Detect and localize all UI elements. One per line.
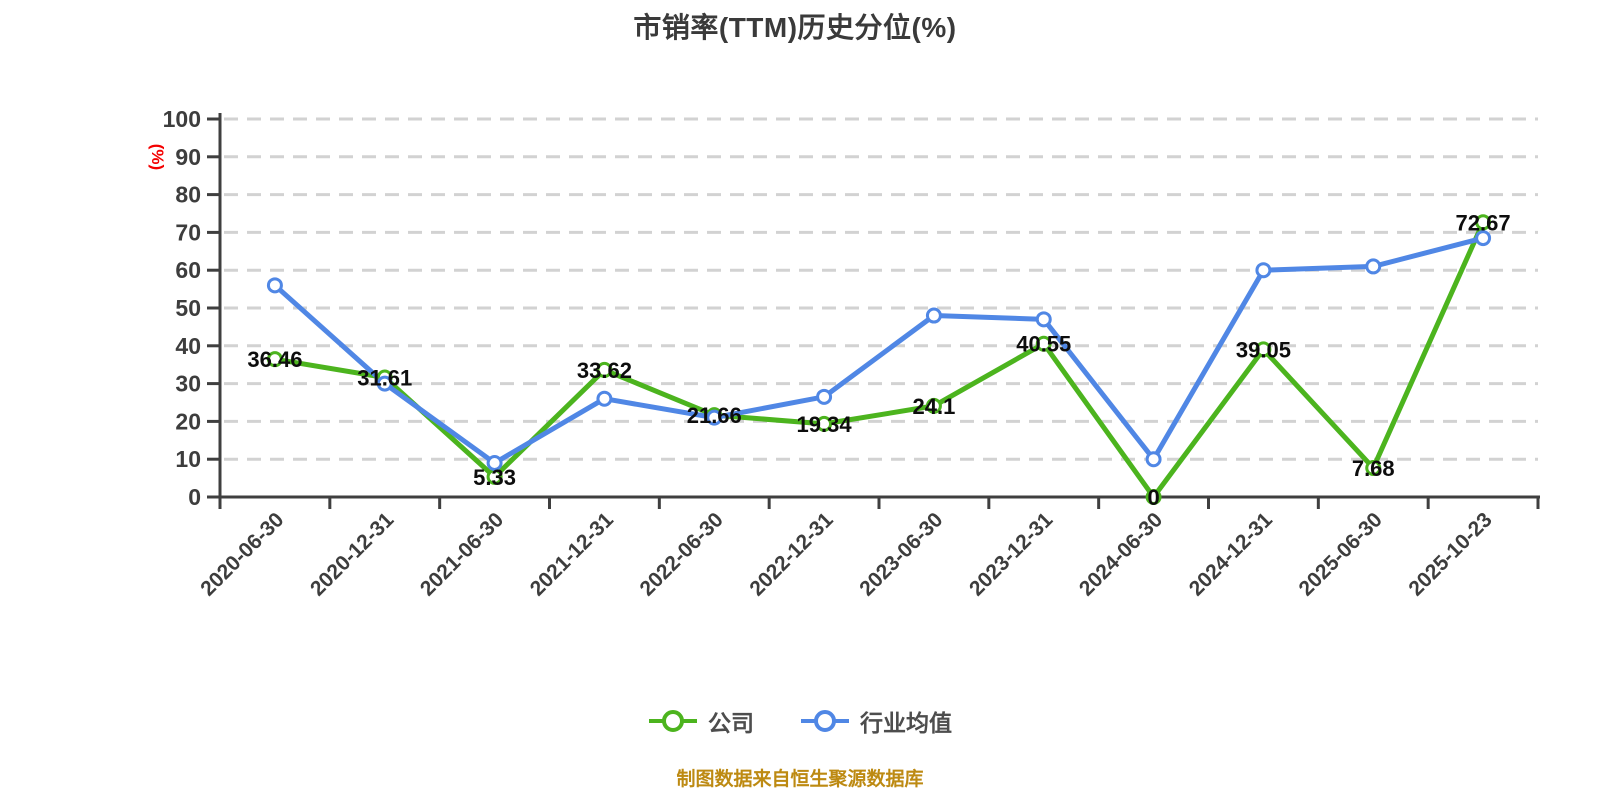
- data-point-公司[interactable]: [1145, 489, 1162, 505]
- data-point-行业均值[interactable]: [376, 375, 393, 392]
- data-point-公司[interactable]: [816, 415, 833, 432]
- data-point-label: 21.66: [687, 403, 742, 428]
- data-point-公司[interactable]: [1255, 341, 1272, 358]
- data-point-label: 72.67: [1456, 210, 1511, 235]
- industry-series-marker-icon: [801, 710, 849, 732]
- data-point-公司[interactable]: [596, 361, 613, 378]
- legend-label-company: 公司: [708, 710, 754, 736]
- data-point-行业均值[interactable]: [816, 388, 833, 405]
- y-axis-tick-label: 10: [175, 446, 201, 472]
- data-point-行业均值[interactable]: [1035, 311, 1052, 328]
- legend-item-industry-average[interactable]: 行业均值: [800, 704, 952, 738]
- data-point-label: 0: [1147, 485, 1159, 510]
- data-point-label: 39.05: [1236, 337, 1291, 362]
- data-point-label: 31.61: [357, 366, 412, 391]
- legend-dot: [814, 710, 836, 732]
- data-point-label: 5.33: [473, 465, 516, 490]
- data-point-公司[interactable]: [266, 351, 283, 368]
- data-point-行业均值[interactable]: [1145, 451, 1162, 468]
- y-axis-tick-label: 0: [188, 484, 201, 510]
- y-axis-tick-label: 70: [175, 219, 201, 245]
- data-point-行业均值[interactable]: [1255, 262, 1272, 279]
- data-point-行业均值[interactable]: [1365, 258, 1382, 275]
- data-point-label: 19.34: [797, 412, 853, 437]
- chart-legend: 公司 行业均值: [0, 704, 1600, 738]
- company-series-marker-icon: [649, 710, 697, 732]
- data-point-行业均值[interactable]: [486, 454, 503, 471]
- y-axis-tick-label: 90: [175, 144, 201, 170]
- data-point-label: 33.62: [577, 358, 632, 383]
- data-point-label: 40.55: [1016, 332, 1071, 357]
- data-point-行业均值[interactable]: [596, 390, 613, 407]
- data-point-label: 36.46: [247, 347, 302, 372]
- y-axis-tick-label: 60: [175, 257, 201, 283]
- legend-dot: [662, 710, 684, 732]
- y-axis-tick-label: 50: [175, 295, 201, 321]
- data-point-公司[interactable]: [925, 397, 942, 414]
- legend-label-industry-average: 行业均值: [860, 710, 952, 736]
- series-line-行业均值: [272, 235, 1486, 466]
- data-point-行业均值[interactable]: [1475, 230, 1492, 247]
- data-point-label: 24.1: [913, 394, 956, 419]
- chart-title: 市销率(TTM)历史分位(%): [633, 12, 957, 43]
- legend-item-company[interactable]: 公司: [648, 704, 754, 738]
- y-axis-tick-label: 20: [175, 408, 201, 434]
- y-axis-unit-label: (%): [148, 143, 167, 171]
- series-line-公司: [272, 219, 1486, 500]
- data-point-行业均值[interactable]: [706, 409, 723, 426]
- y-axis-tick-label: 30: [175, 371, 201, 397]
- data-point-公司[interactable]: [1365, 459, 1382, 476]
- data-point-公司[interactable]: [1475, 214, 1492, 231]
- data-point-label: 7.68: [1352, 456, 1395, 481]
- y-axis-tick-label: 40: [175, 333, 201, 359]
- y-axis-tick-label: 80: [175, 182, 201, 208]
- data-point-行业均值[interactable]: [266, 277, 283, 294]
- y-axis-tick-label: 100: [163, 106, 201, 132]
- data-point-公司[interactable]: [1035, 335, 1052, 352]
- data-point-行业均值[interactable]: [925, 307, 942, 324]
- data-source-note: 制图数据来自恒生聚源数据库: [676, 769, 924, 790]
